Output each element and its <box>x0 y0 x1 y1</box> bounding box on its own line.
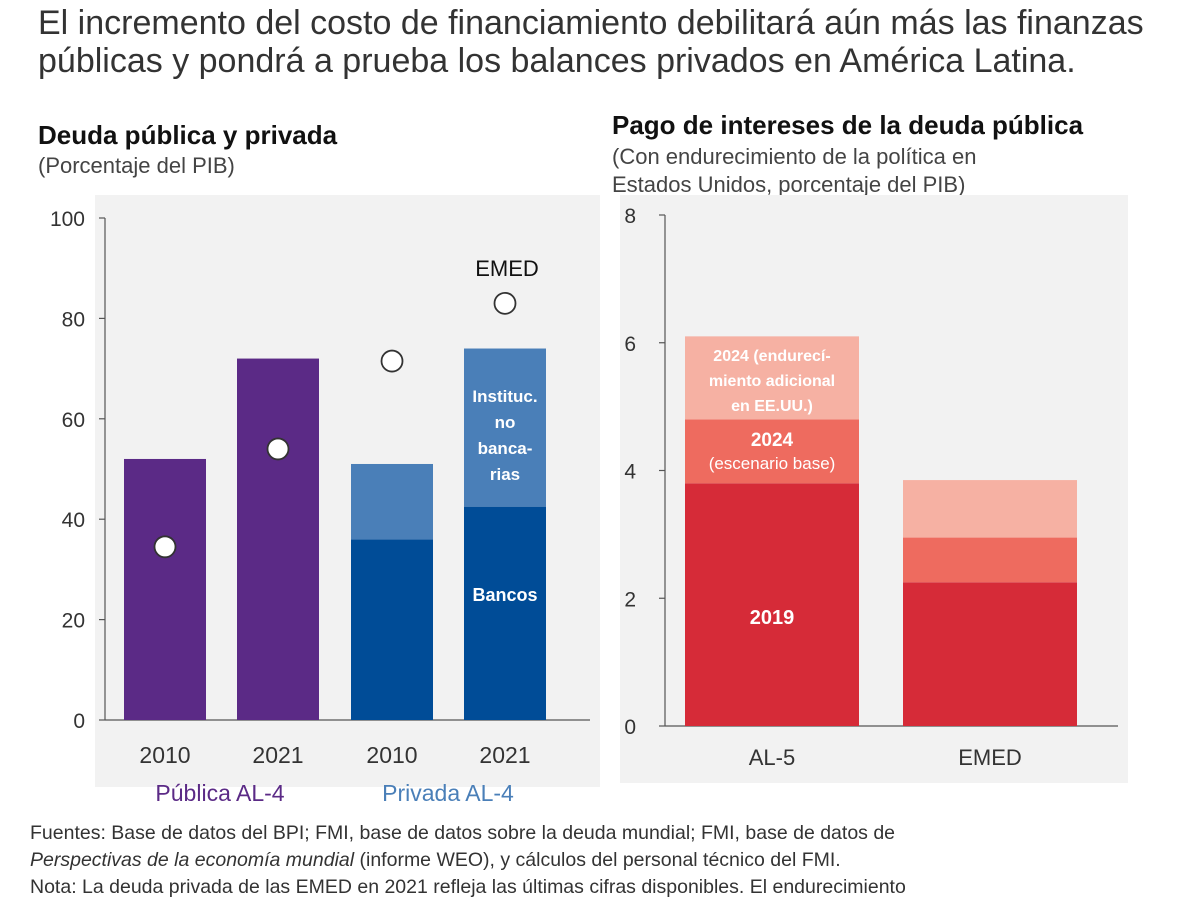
sources-line-2: Perspectivas de la economía mundial (inf… <box>30 847 1170 874</box>
bar-2024-extra-EMED <box>903 480 1077 538</box>
bar-publica-2021-1 <box>237 358 319 720</box>
right-chart-subtitle-line2: Estados Unidos, porcentaje del PIB) <box>612 172 966 197</box>
nonbank-label: rias <box>490 465 520 484</box>
left-x-tick-label: 2010 <box>366 742 417 768</box>
left-y-tick-label: 80 <box>62 308 85 331</box>
label-2019: 2019 <box>750 607 795 629</box>
right-y-tick-label: 4 <box>624 461 636 484</box>
right-chart-title: Pago de intereses de la deuda pública <box>612 110 1084 140</box>
bar-2019-EMED <box>903 582 1077 726</box>
sources-italic-title: Perspectivas de la economía mundial <box>30 849 355 871</box>
label-2024-extra-line1: 2024 (endurecí- <box>713 348 830 365</box>
emed-marker <box>380 349 404 373</box>
left-y-tick-label: 60 <box>62 409 85 432</box>
right-y-tick-label: 6 <box>624 333 636 356</box>
left-x-tick-label: 2021 <box>479 742 530 768</box>
bar-2024-base-AL-5 <box>685 419 859 484</box>
emed-marker <box>266 437 290 461</box>
left-x-tick-label: 2010 <box>139 742 190 768</box>
left-x-tick-label: 2021 <box>252 742 303 768</box>
sources-line-1: Fuentes: Base de datos del BPI; FMI, bas… <box>30 822 896 844</box>
bar-publica-2010-0 <box>124 458 206 720</box>
left-y-tick-label: 100 <box>50 208 85 231</box>
left-y-tick-label: 0 <box>73 710 85 733</box>
headline: El incremento del costo de financiamient… <box>38 4 1144 80</box>
left-chart-subtitle: (Porcentaje del PIB) <box>38 153 235 178</box>
right-y-tick-label: 2 <box>624 588 636 611</box>
nonbank-label: no <box>495 413 516 432</box>
right-chart-subtitle-line1: (Con endurecimiento de la política en <box>612 144 977 169</box>
right-y-tick-label: 0 <box>624 716 636 739</box>
right-x-tick-label: EMED <box>958 745 1022 770</box>
label-2024-base-line2: (escenario base) <box>709 454 836 473</box>
group-label-privada: Privada AL-4 <box>382 780 514 806</box>
emed-annotation: EMED <box>475 256 539 281</box>
bar-2024-base-EMED <box>903 537 1077 583</box>
sources-line-2-rest: (informe WEO), y cálculos del personal t… <box>354 849 841 871</box>
left-y-tick-label: 40 <box>62 509 85 532</box>
label-2024-extra-line2: miento adicional <box>709 373 835 390</box>
bar-2024-extra-AL-5 <box>685 336 859 420</box>
footnotes: Fuentes: Base de datos del BPI; FMI, bas… <box>30 820 1170 900</box>
bar-nobancarias-2010-2 <box>351 463 433 540</box>
bar-bancos-2021-3 <box>464 506 546 720</box>
label-2024-extra-line3: en EE.UU.) <box>731 398 813 415</box>
bar-bancos-2010-2 <box>351 539 433 720</box>
note-line: Nota: La deuda privada de las EMED en 20… <box>30 876 906 898</box>
emed-marker <box>153 535 177 559</box>
bar-nobancarias-2021-3 <box>464 348 546 507</box>
right-y-tick-label: 8 <box>624 205 636 228</box>
left-y-tick-label: 20 <box>62 610 85 633</box>
label-2024-base-line1: 2024 <box>751 430 794 451</box>
nonbank-label: Instituc. <box>472 387 537 406</box>
left-chart-title: Deuda pública y privada <box>38 120 338 150</box>
emed-marker <box>493 291 517 315</box>
bar-2019-AL-5 <box>685 483 859 726</box>
right-x-tick-label: AL-5 <box>749 745 795 770</box>
nonbank-label: banca- <box>478 439 533 458</box>
banks-label: Bancos <box>472 585 537 605</box>
group-label-publica: Pública AL-4 <box>155 780 284 806</box>
